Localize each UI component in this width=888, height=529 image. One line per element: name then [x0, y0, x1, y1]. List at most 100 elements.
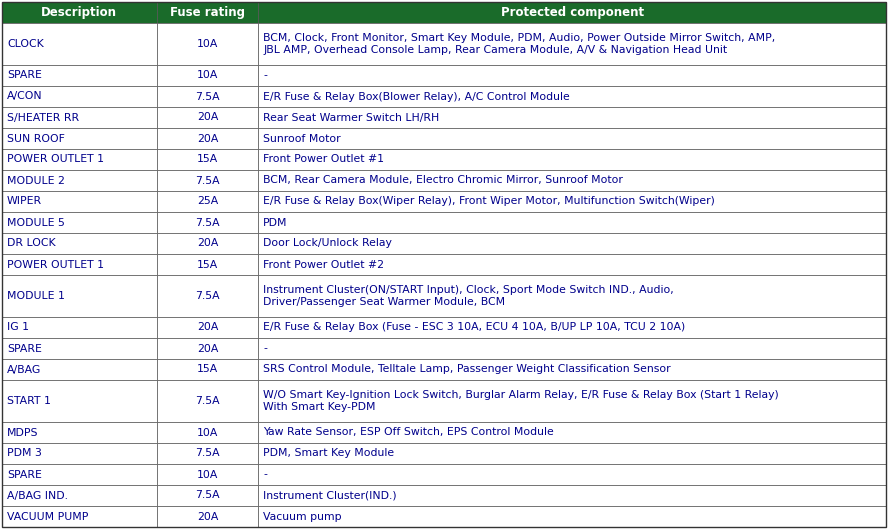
Bar: [258, 380, 886, 422]
Text: IG 1: IG 1: [7, 323, 29, 333]
Bar: [2, 275, 156, 317]
Bar: [258, 464, 886, 485]
Bar: [2, 485, 156, 506]
Text: 7.5A: 7.5A: [195, 449, 220, 459]
Text: MODULE 1: MODULE 1: [7, 291, 65, 301]
Text: 25A: 25A: [197, 196, 218, 206]
Bar: [258, 2, 886, 23]
Bar: [156, 149, 258, 170]
Text: A/BAG IND.: A/BAG IND.: [7, 490, 68, 500]
Bar: [156, 506, 258, 527]
Bar: [156, 86, 258, 107]
Text: BCM, Clock, Front Monitor, Smart Key Module, PDM, Audio, Power Outside Mirror Sw: BCM, Clock, Front Monitor, Smart Key Mod…: [264, 33, 775, 55]
Bar: [2, 212, 156, 233]
Bar: [2, 506, 156, 527]
Bar: [2, 149, 156, 170]
Text: W/O Smart Key-Ignition Lock Switch, Burglar Alarm Relay, E/R Fuse & Relay Box (S: W/O Smart Key-Ignition Lock Switch, Burg…: [264, 390, 779, 412]
Text: Sunroof Motor: Sunroof Motor: [264, 133, 341, 143]
Bar: [258, 233, 886, 254]
Bar: [258, 422, 886, 443]
Text: Yaw Rate Sensor, ESP Off Switch, EPS Control Module: Yaw Rate Sensor, ESP Off Switch, EPS Con…: [264, 427, 554, 437]
Bar: [2, 254, 156, 275]
Bar: [258, 443, 886, 464]
Text: Protected component: Protected component: [501, 6, 644, 19]
Bar: [258, 359, 886, 380]
Text: PDM 3: PDM 3: [7, 449, 42, 459]
Bar: [156, 338, 258, 359]
Text: Vacuum pump: Vacuum pump: [264, 512, 342, 522]
Bar: [258, 170, 886, 191]
Text: Instrument Cluster(ON/START Input), Clock, Sport Mode Switch IND., Audio,
Driver: Instrument Cluster(ON/START Input), Cloc…: [264, 285, 674, 307]
Bar: [156, 2, 258, 23]
Bar: [2, 422, 156, 443]
Text: Instrument Cluster(IND.): Instrument Cluster(IND.): [264, 490, 397, 500]
Bar: [156, 212, 258, 233]
Text: 20A: 20A: [197, 113, 218, 123]
Text: BCM, Rear Camera Module, Electro Chromic Mirror, Sunroof Motor: BCM, Rear Camera Module, Electro Chromic…: [264, 176, 623, 186]
Text: -: -: [264, 470, 267, 479]
Text: E/R Fuse & Relay Box(Wiper Relay), Front Wiper Motor, Multifunction Switch(Wiper: E/R Fuse & Relay Box(Wiper Relay), Front…: [264, 196, 715, 206]
Bar: [258, 128, 886, 149]
Text: START 1: START 1: [7, 396, 51, 406]
Bar: [2, 107, 156, 128]
Text: E/R Fuse & Relay Box (Fuse - ESC 3 10A, ECU 4 10A, B/UP LP 10A, TCU 2 10A): E/R Fuse & Relay Box (Fuse - ESC 3 10A, …: [264, 323, 686, 333]
Bar: [156, 23, 258, 65]
Text: -: -: [264, 70, 267, 80]
Text: DR LOCK: DR LOCK: [7, 239, 56, 249]
Bar: [258, 506, 886, 527]
Text: Rear Seat Warmer Switch LH/RH: Rear Seat Warmer Switch LH/RH: [264, 113, 440, 123]
Bar: [156, 233, 258, 254]
Text: CLOCK: CLOCK: [7, 39, 44, 49]
Bar: [2, 170, 156, 191]
Bar: [2, 443, 156, 464]
Bar: [156, 317, 258, 338]
Text: WIPER: WIPER: [7, 196, 42, 206]
Text: -: -: [264, 343, 267, 353]
Text: 10A: 10A: [197, 39, 218, 49]
Text: POWER OUTLET 1: POWER OUTLET 1: [7, 260, 104, 269]
Text: 7.5A: 7.5A: [195, 490, 220, 500]
Text: 20A: 20A: [197, 133, 218, 143]
Bar: [258, 86, 886, 107]
Bar: [156, 359, 258, 380]
Bar: [258, 275, 886, 317]
Bar: [258, 65, 886, 86]
Bar: [2, 23, 156, 65]
Text: 20A: 20A: [197, 323, 218, 333]
Text: PDM, Smart Key Module: PDM, Smart Key Module: [264, 449, 394, 459]
Bar: [2, 338, 156, 359]
Bar: [2, 65, 156, 86]
Text: Fuse rating: Fuse rating: [170, 6, 245, 19]
Text: Front Power Outlet #2: Front Power Outlet #2: [264, 260, 385, 269]
Text: SPARE: SPARE: [7, 70, 42, 80]
Text: 7.5A: 7.5A: [195, 92, 220, 102]
Text: Door Lock/Unlock Relay: Door Lock/Unlock Relay: [264, 239, 392, 249]
Text: 7.5A: 7.5A: [195, 396, 220, 406]
Text: A/CON: A/CON: [7, 92, 43, 102]
Bar: [156, 254, 258, 275]
Text: 15A: 15A: [197, 154, 218, 165]
Bar: [2, 86, 156, 107]
Bar: [156, 128, 258, 149]
Text: E/R Fuse & Relay Box(Blower Relay), A/C Control Module: E/R Fuse & Relay Box(Blower Relay), A/C …: [264, 92, 570, 102]
Bar: [156, 380, 258, 422]
Text: POWER OUTLET 1: POWER OUTLET 1: [7, 154, 104, 165]
Bar: [258, 23, 886, 65]
Bar: [156, 65, 258, 86]
Text: MODULE 5: MODULE 5: [7, 217, 65, 227]
Text: PDM: PDM: [264, 217, 288, 227]
Text: 20A: 20A: [197, 343, 218, 353]
Bar: [258, 338, 886, 359]
Bar: [258, 485, 886, 506]
Text: 15A: 15A: [197, 260, 218, 269]
Bar: [258, 254, 886, 275]
Bar: [156, 464, 258, 485]
Bar: [156, 275, 258, 317]
Text: 7.5A: 7.5A: [195, 291, 220, 301]
Text: 20A: 20A: [197, 512, 218, 522]
Text: A/BAG: A/BAG: [7, 364, 41, 375]
Text: Front Power Outlet #1: Front Power Outlet #1: [264, 154, 385, 165]
Text: Description: Description: [42, 6, 117, 19]
Text: 10A: 10A: [197, 70, 218, 80]
Bar: [156, 443, 258, 464]
